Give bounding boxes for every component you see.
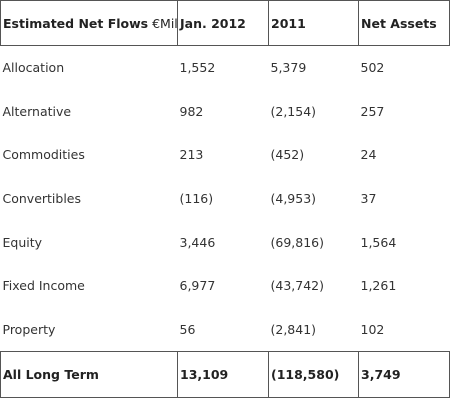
row-jan-2012: 56 bbox=[179, 321, 196, 337]
row-net-assets: 37 bbox=[360, 191, 377, 207]
header-label: Estimated Net Flows bbox=[3, 15, 149, 31]
row-2011: (69,816) bbox=[270, 234, 325, 250]
row-jan-2012: (116) bbox=[179, 191, 214, 207]
header-jan-2012: Jan. 2012 bbox=[177, 0, 269, 46]
total-row: All Long Term 13,109 (118,580) 3,749 bbox=[0, 351, 450, 399]
row-category: Alternative bbox=[2, 103, 72, 119]
row-2011: (43,742) bbox=[270, 278, 325, 294]
table-row: Fixed Income 6,977 (43,742) 1,261 bbox=[1, 264, 450, 308]
table-row: Alternative 982 (2,154) 257 bbox=[1, 90, 450, 134]
row-category: Commodities bbox=[2, 147, 85, 163]
table-row: Equity 3,446 (69,816) 1,564 bbox=[1, 220, 450, 264]
row-net-assets: 102 bbox=[360, 321, 385, 337]
row-2011: (2,841) bbox=[270, 321, 317, 337]
total-jan-2012: 13,109 bbox=[177, 351, 269, 399]
row-net-assets: 24 bbox=[360, 147, 377, 163]
row-2011: (452) bbox=[270, 147, 305, 163]
row-2011: (2,154) bbox=[270, 103, 317, 119]
row-2011: 5,379 bbox=[270, 60, 307, 76]
row-net-assets: 1,564 bbox=[360, 234, 397, 250]
total-category: All Long Term bbox=[0, 351, 178, 399]
table-header-row: Estimated Net Flows €Mil Jan. 2012 2011 … bbox=[0, 0, 450, 46]
row-jan-2012: 1,552 bbox=[179, 60, 216, 76]
table-row: Commodities 213 (452) 24 bbox=[1, 133, 450, 177]
row-jan-2012: 6,977 bbox=[179, 278, 216, 294]
header-unit: €Mil bbox=[148, 15, 178, 31]
table-row: Convertibles (116) (4,953) 37 bbox=[1, 177, 450, 221]
header-2011: 2011 bbox=[268, 0, 359, 46]
row-net-assets: 502 bbox=[360, 60, 385, 76]
row-category: Convertibles bbox=[2, 191, 82, 207]
row-jan-2012: 3,446 bbox=[179, 234, 216, 250]
row-category: Property bbox=[2, 321, 56, 337]
table-row: Allocation 1,552 5,379 502 bbox=[1, 46, 450, 90]
row-jan-2012: 982 bbox=[179, 103, 204, 119]
total-2011: (118,580) bbox=[268, 351, 359, 399]
row-category: Fixed Income bbox=[2, 278, 85, 294]
header-net-assets: Net Assets bbox=[358, 0, 450, 46]
table-row: Property 56 (2,841) 102 bbox=[1, 308, 450, 352]
row-net-assets: 1,261 bbox=[360, 278, 397, 294]
total-net-assets: 3,749 bbox=[358, 351, 450, 399]
row-jan-2012: 213 bbox=[179, 147, 204, 163]
row-category: Allocation bbox=[2, 60, 65, 76]
header-estimated-net-flows: Estimated Net Flows €Mil bbox=[0, 0, 178, 46]
row-category: Equity bbox=[2, 234, 43, 250]
row-net-assets: 257 bbox=[360, 103, 385, 119]
row-2011: (4,953) bbox=[270, 191, 317, 207]
